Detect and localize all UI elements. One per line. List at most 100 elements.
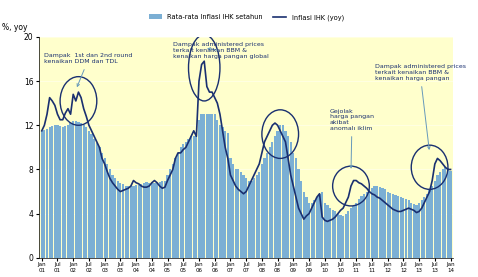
Bar xyxy=(130,186,132,258)
Bar xyxy=(415,205,418,258)
Bar xyxy=(313,200,315,258)
Bar xyxy=(402,198,404,258)
Bar xyxy=(227,133,229,258)
Bar xyxy=(360,196,363,258)
Bar xyxy=(96,143,98,258)
Bar xyxy=(109,170,111,258)
Bar xyxy=(240,172,242,258)
Bar xyxy=(193,136,195,258)
Bar xyxy=(93,138,95,258)
Bar xyxy=(300,181,302,258)
Bar xyxy=(159,182,161,258)
Bar xyxy=(287,136,289,258)
Bar xyxy=(379,187,381,258)
Bar xyxy=(122,184,124,258)
Bar xyxy=(256,175,258,258)
Bar xyxy=(279,125,282,258)
Bar xyxy=(242,175,245,258)
Text: Dampak administered prices
terkait kenaikan BBM &
kenaikan harga pangan global: Dampak administered prices terkait kenai… xyxy=(173,42,269,59)
Bar xyxy=(305,197,307,258)
Bar xyxy=(62,127,64,258)
Bar xyxy=(104,158,106,258)
Bar xyxy=(229,158,231,258)
Bar xyxy=(232,164,234,258)
Bar xyxy=(41,131,43,258)
Bar xyxy=(245,178,247,258)
Bar xyxy=(376,186,378,258)
Bar xyxy=(258,172,261,258)
Bar xyxy=(324,202,326,258)
Bar xyxy=(423,197,425,258)
Bar xyxy=(138,185,140,258)
Bar xyxy=(366,192,368,258)
Bar xyxy=(48,127,51,258)
Bar xyxy=(297,170,300,258)
Bar xyxy=(426,194,428,258)
Bar xyxy=(345,214,347,258)
Bar xyxy=(337,214,339,258)
Text: Dampak  1st dan 2nd round
kenaikan DDM dan TDL: Dampak 1st dan 2nd round kenaikan DDM da… xyxy=(44,53,133,86)
Bar xyxy=(442,170,444,258)
Bar xyxy=(316,197,318,258)
Bar xyxy=(135,185,137,258)
Bar xyxy=(117,181,119,258)
Bar xyxy=(384,189,386,258)
Bar xyxy=(303,192,305,258)
Bar xyxy=(408,200,410,258)
Bar xyxy=(132,186,135,258)
Bar xyxy=(200,114,203,258)
Bar xyxy=(308,202,310,258)
Bar xyxy=(161,181,163,258)
Bar xyxy=(211,114,213,258)
Bar xyxy=(436,175,438,258)
Bar xyxy=(51,126,54,258)
Bar xyxy=(206,114,208,258)
Text: Gejolak
harga pangan
akibat
anomalı iklim: Gejolak harga pangan akibat anomalı ikli… xyxy=(330,109,374,168)
Bar xyxy=(373,186,376,258)
Bar xyxy=(394,195,397,258)
Bar xyxy=(363,194,365,258)
Bar xyxy=(237,170,239,258)
Bar xyxy=(203,114,206,258)
Bar xyxy=(263,158,266,258)
Bar xyxy=(444,167,446,258)
Bar xyxy=(397,196,399,258)
Bar xyxy=(90,134,93,258)
Bar xyxy=(67,125,69,258)
Bar xyxy=(271,142,273,258)
Bar xyxy=(43,130,45,258)
Bar xyxy=(389,193,391,258)
Bar xyxy=(334,211,337,258)
Bar xyxy=(111,175,114,258)
Bar xyxy=(431,186,434,258)
Bar xyxy=(120,183,121,258)
Y-axis label: %, yoy: %, yoy xyxy=(1,24,27,32)
Bar xyxy=(214,114,216,258)
Bar xyxy=(56,125,59,258)
Bar xyxy=(311,202,313,258)
Bar xyxy=(219,125,221,258)
Bar xyxy=(164,181,166,258)
Bar xyxy=(250,181,252,258)
Bar xyxy=(347,211,349,258)
Bar xyxy=(428,189,431,258)
Bar xyxy=(321,192,323,258)
Bar xyxy=(318,194,321,258)
Bar xyxy=(101,153,103,258)
Bar xyxy=(127,186,130,258)
Bar xyxy=(332,210,334,258)
Bar xyxy=(75,121,77,258)
Bar xyxy=(72,121,74,258)
Bar xyxy=(172,164,174,258)
Bar xyxy=(421,200,423,258)
Bar xyxy=(449,171,452,258)
Bar xyxy=(248,181,250,258)
Bar xyxy=(253,178,255,258)
Bar xyxy=(434,181,436,258)
Bar xyxy=(413,204,415,258)
Bar xyxy=(69,123,72,258)
Bar xyxy=(148,183,150,258)
Bar xyxy=(284,131,287,258)
Bar xyxy=(190,136,192,258)
Bar xyxy=(235,170,237,258)
